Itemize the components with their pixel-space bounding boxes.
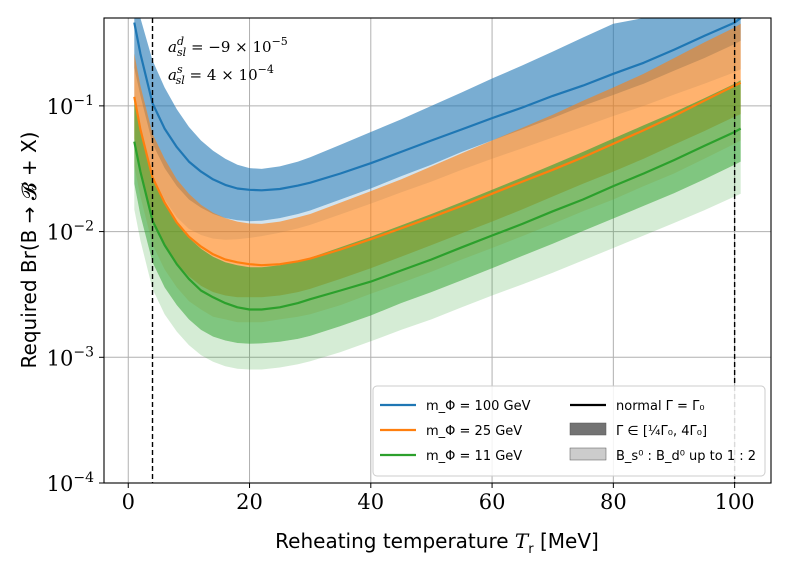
legend-swatch-4 <box>569 422 607 436</box>
legend-label-3: normal Γ = Γ₀ <box>616 399 705 414</box>
legend-swatch-5 <box>569 447 607 461</box>
x-axis-label: Reheating temperature Tr [MeV] <box>275 529 599 557</box>
y-tick-label-0: 10−4 <box>47 470 94 496</box>
annotation-asl-d: ad sl = −9 × 10−5 <box>168 35 288 59</box>
band-ratio-series-2 <box>134 161 741 370</box>
y-axis-label: Required Br(B → 𝓑 + X) <box>17 132 41 369</box>
confidence-bands <box>134 18 741 370</box>
legend: m_Φ = 100 GeV m_Φ = 25 GeV m_Φ = 11 GeV nor… <box>372 385 766 477</box>
x-tick-label-0: 0 <box>122 490 135 514</box>
axis-ticks: 0 20 40 60 80 100 10−4 10−3 10−2 10−1 <box>47 93 755 514</box>
y-tick-label-1: 10−3 <box>47 344 94 370</box>
annotation: ad sl = −9 × 10−5 as sl = 4 × 10−4 <box>168 35 288 87</box>
band-gamma-series-1 <box>134 23 741 298</box>
x-tick-label-100: 100 <box>715 490 755 514</box>
x-tick-label-40: 40 <box>357 490 384 514</box>
series-line-0 <box>133 18 742 192</box>
annotation-asl-s: as sl = 4 × 10−4 <box>168 63 274 87</box>
legend-label-5: B_s⁰ : B_d⁰ up to 1 : 2 <box>616 449 756 464</box>
y-tick-label-2: 10−2 <box>47 219 94 245</box>
legend-label-1: m_Φ = 25 GeV <box>426 424 522 439</box>
plot-frame <box>103 17 772 484</box>
x-tick-label-60: 60 <box>479 490 506 514</box>
series-lines <box>133 18 742 311</box>
legend-frame <box>372 385 766 477</box>
series-line-2 <box>133 127 742 311</box>
band-gamma-series-2 <box>134 80 741 344</box>
legend-label-4: Γ ∈ [¼Γ₀, 4Γ₀] <box>616 424 707 439</box>
legend-label-2: m_Φ = 11 GeV <box>426 449 522 464</box>
x-tick-label-80: 80 <box>600 490 627 514</box>
y-tick-label-3: 10−1 <box>47 93 94 119</box>
x-tick-label-20: 20 <box>236 490 263 514</box>
series-line-1 <box>133 81 742 267</box>
band-gamma-series-0 <box>134 18 741 222</box>
legend-label-0: m_Φ = 100 GeV <box>426 399 531 414</box>
